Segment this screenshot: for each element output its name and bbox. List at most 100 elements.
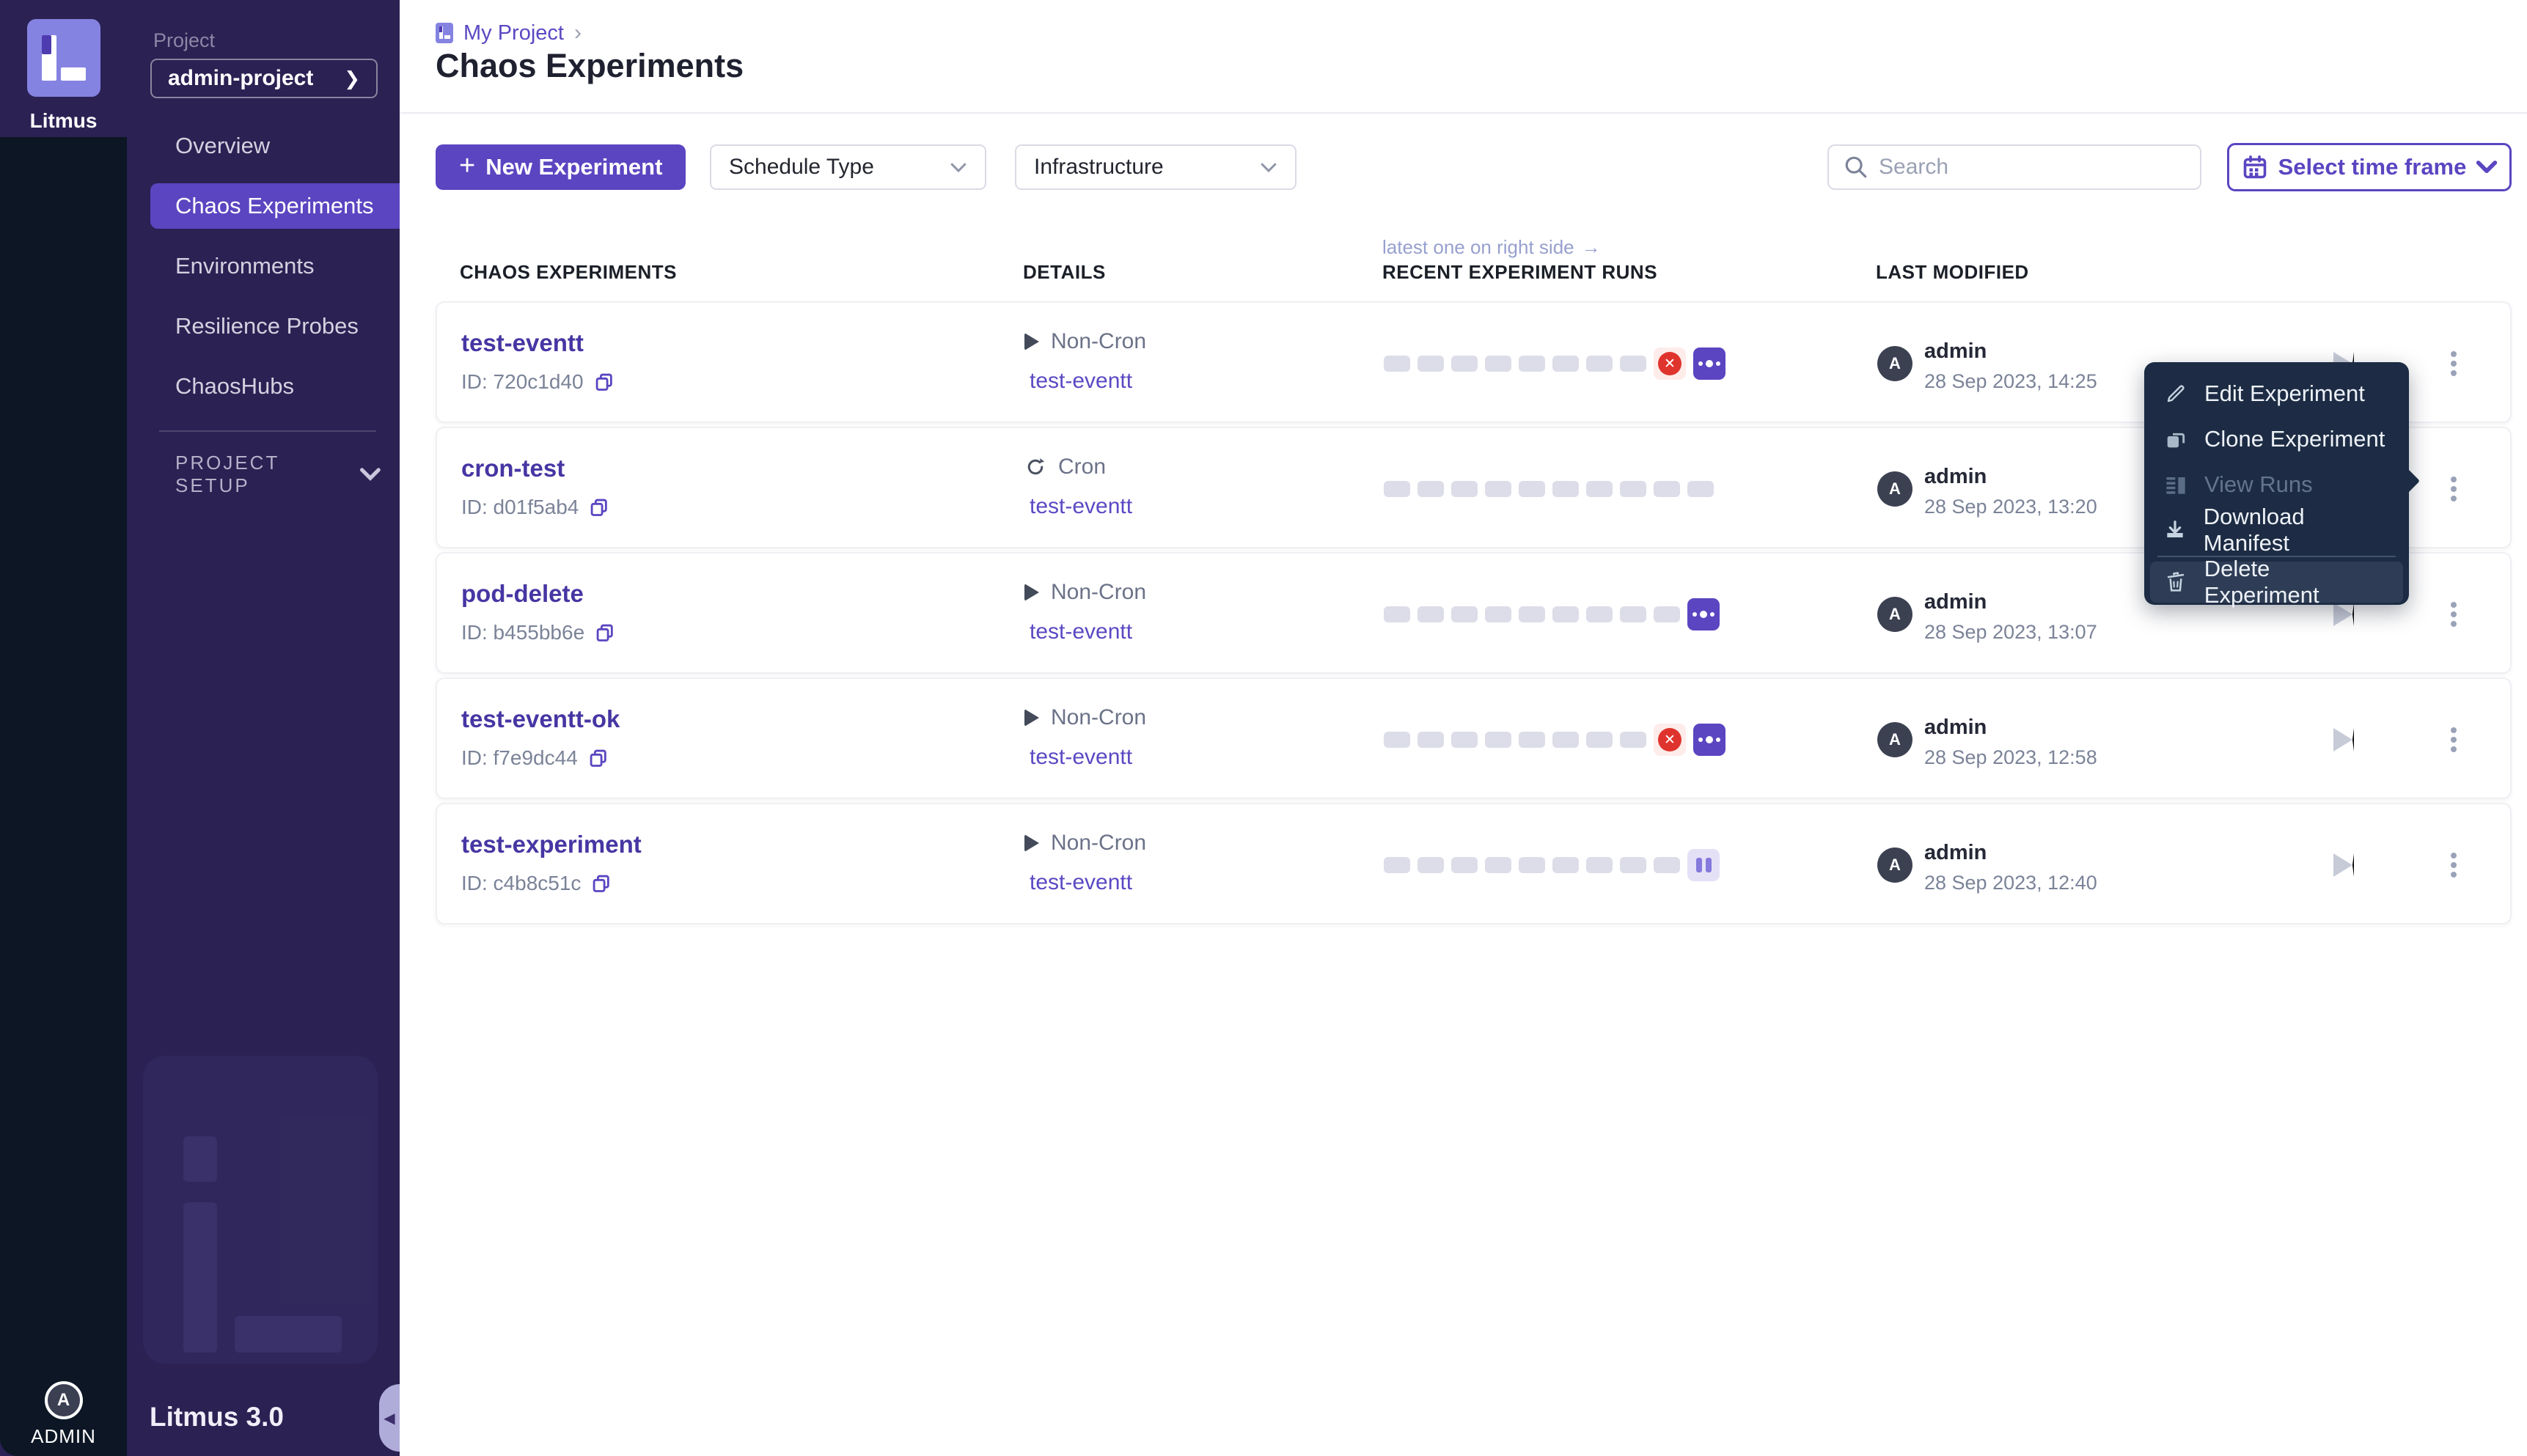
experiment-name-link[interactable]: test-eventt-ok — [461, 705, 620, 732]
run-pill[interactable] — [1417, 356, 1444, 372]
litmus-logo[interactable]: Litmus — [0, 0, 127, 137]
run-pill[interactable] — [1552, 356, 1579, 372]
menu-item-clone-experiment[interactable]: Clone Experiment — [2144, 416, 2409, 462]
run-status-running-icon[interactable] — [1693, 724, 1725, 756]
project-select[interactable]: admin-project ❯ — [150, 59, 378, 98]
copy-icon[interactable] — [589, 497, 609, 518]
recent-experiment-runs — [1384, 428, 1714, 550]
run-pill[interactable] — [1519, 481, 1545, 497]
column-header-recent-runs: RECENT EXPERIMENT RUNS — [1382, 261, 1658, 283]
run-status-running-icon[interactable] — [1687, 598, 1720, 630]
row-menu-button[interactable] — [2438, 590, 2470, 639]
experiment-name-link[interactable]: cron-test — [461, 455, 565, 482]
admin-account[interactable]: A ADMIN — [0, 1381, 127, 1448]
run-pill[interactable] — [1654, 481, 1680, 497]
sidebar-item-chaoshubs[interactable]: ChaosHubs — [175, 373, 294, 399]
run-experiment-button[interactable] — [2333, 728, 2354, 751]
run-pill[interactable] — [1586, 857, 1613, 873]
run-pill[interactable] — [1654, 857, 1680, 873]
run-pill[interactable] — [1654, 606, 1680, 622]
non-cron-icon — [1024, 584, 1039, 601]
experiment-name-link[interactable]: test-eventt — [461, 329, 584, 356]
project-select-value: admin-project — [168, 66, 314, 90]
run-pill[interactable] — [1417, 732, 1444, 748]
project-setup-toggle[interactable]: PROJECT SETUP — [175, 452, 381, 496]
run-pill[interactable] — [1586, 732, 1613, 748]
copy-icon[interactable] — [594, 372, 615, 392]
run-pill[interactable] — [1451, 857, 1478, 873]
infrastructure-link[interactable]: test-eventt — [1030, 745, 1133, 769]
run-pill[interactable] — [1417, 606, 1444, 622]
sidebar-item-overview[interactable]: Overview — [175, 133, 271, 158]
new-experiment-button[interactable]: + New Experiment — [436, 144, 686, 190]
run-pill[interactable] — [1552, 606, 1579, 622]
run-pill[interactable] — [1586, 356, 1613, 372]
run-pill[interactable] — [1384, 606, 1410, 622]
run-pill[interactable] — [1620, 481, 1646, 497]
search-input[interactable] — [1879, 155, 2172, 180]
sidebar-item-chaos-experiments[interactable]: Chaos Experiments — [150, 183, 400, 229]
menu-item-delete-experiment[interactable]: Delete Experiment — [2150, 556, 2403, 608]
run-pill[interactable] — [1417, 857, 1444, 873]
row-menu-button[interactable] — [2438, 841, 2470, 889]
infrastructure-link[interactable]: test-eventt — [1030, 619, 1133, 644]
run-pill[interactable] — [1519, 857, 1545, 873]
run-status-running-icon[interactable] — [1693, 348, 1725, 380]
run-pill[interactable] — [1485, 606, 1511, 622]
run-pill[interactable] — [1417, 481, 1444, 497]
menu-item-download-manifest[interactable]: Download Manifest — [2144, 504, 2409, 556]
time-frame-button[interactable]: Select time frame — [2227, 143, 2512, 191]
modified-at: 28 Sep 2023, 13:20 — [1924, 496, 2097, 518]
run-pill[interactable] — [1620, 606, 1646, 622]
run-pill[interactable] — [1384, 481, 1410, 497]
run-pill[interactable] — [1384, 857, 1410, 873]
run-pill[interactable] — [1485, 857, 1511, 873]
run-pill[interactable] — [1384, 732, 1410, 748]
row-menu-button[interactable] — [2438, 339, 2470, 388]
sidebar-item-resilience-probes[interactable]: Resilience Probes — [175, 313, 359, 339]
run-pill[interactable] — [1620, 356, 1646, 372]
copy-icon[interactable] — [591, 873, 612, 894]
infrastructure-link[interactable]: test-eventt — [1030, 494, 1133, 518]
breadcrumb-my-project[interactable]: My Project — [463, 21, 564, 45]
run-status-paused-icon[interactable] — [1687, 849, 1720, 881]
run-pill[interactable] — [1519, 606, 1545, 622]
menu-item-view-runs[interactable]: View Runs — [2144, 462, 2409, 507]
copy-icon[interactable] — [588, 748, 609, 768]
run-experiment-button[interactable] — [2333, 853, 2354, 877]
row-menu-button[interactable] — [2438, 716, 2470, 764]
experiment-name-link[interactable]: test-experiment — [461, 831, 642, 858]
run-pill[interactable] — [1687, 481, 1714, 497]
run-pill[interactable] — [1451, 481, 1478, 497]
run-pill[interactable] — [1519, 732, 1545, 748]
run-pill[interactable] — [1620, 857, 1646, 873]
run-pill[interactable] — [1485, 356, 1511, 372]
experiment-name-link[interactable]: pod-delete — [461, 580, 584, 607]
sidebar-collapse-handle[interactable]: ◀ — [379, 1384, 400, 1452]
run-pill[interactable] — [1620, 732, 1646, 748]
menu-item-edit-experiment[interactable]: Edit Experiment — [2144, 371, 2409, 416]
run-pill[interactable] — [1451, 606, 1478, 622]
run-pill[interactable] — [1485, 481, 1511, 497]
sidebar-item-environments[interactable]: Environments — [175, 253, 315, 279]
run-pill[interactable] — [1586, 606, 1613, 622]
run-pill[interactable] — [1519, 356, 1545, 372]
infrastructure-link[interactable]: test-eventt — [1030, 369, 1133, 393]
run-pill[interactable] — [1552, 481, 1579, 497]
run-pill[interactable] — [1552, 857, 1579, 873]
run-pill[interactable] — [1451, 732, 1478, 748]
row-menu-button[interactable] — [2438, 465, 2470, 513]
run-pill[interactable] — [1451, 356, 1478, 372]
copy-icon[interactable] — [595, 622, 615, 643]
run-experiment-button[interactable] — [2333, 603, 2354, 626]
run-pill[interactable] — [1485, 732, 1511, 748]
run-pill[interactable] — [1586, 481, 1613, 497]
run-pill[interactable] — [1552, 732, 1579, 748]
run-pill[interactable] — [1384, 356, 1410, 372]
infrastructure-link[interactable]: test-eventt — [1030, 870, 1133, 894]
run-status-failed-icon[interactable]: ✕ — [1654, 348, 1686, 380]
run-status-failed-icon[interactable]: ✕ — [1654, 724, 1686, 756]
schedule-type-select[interactable]: Schedule Type — [710, 144, 986, 190]
column-header-details: DETAILS — [1023, 261, 1106, 283]
infrastructure-select[interactable]: Infrastructure — [1015, 144, 1296, 190]
